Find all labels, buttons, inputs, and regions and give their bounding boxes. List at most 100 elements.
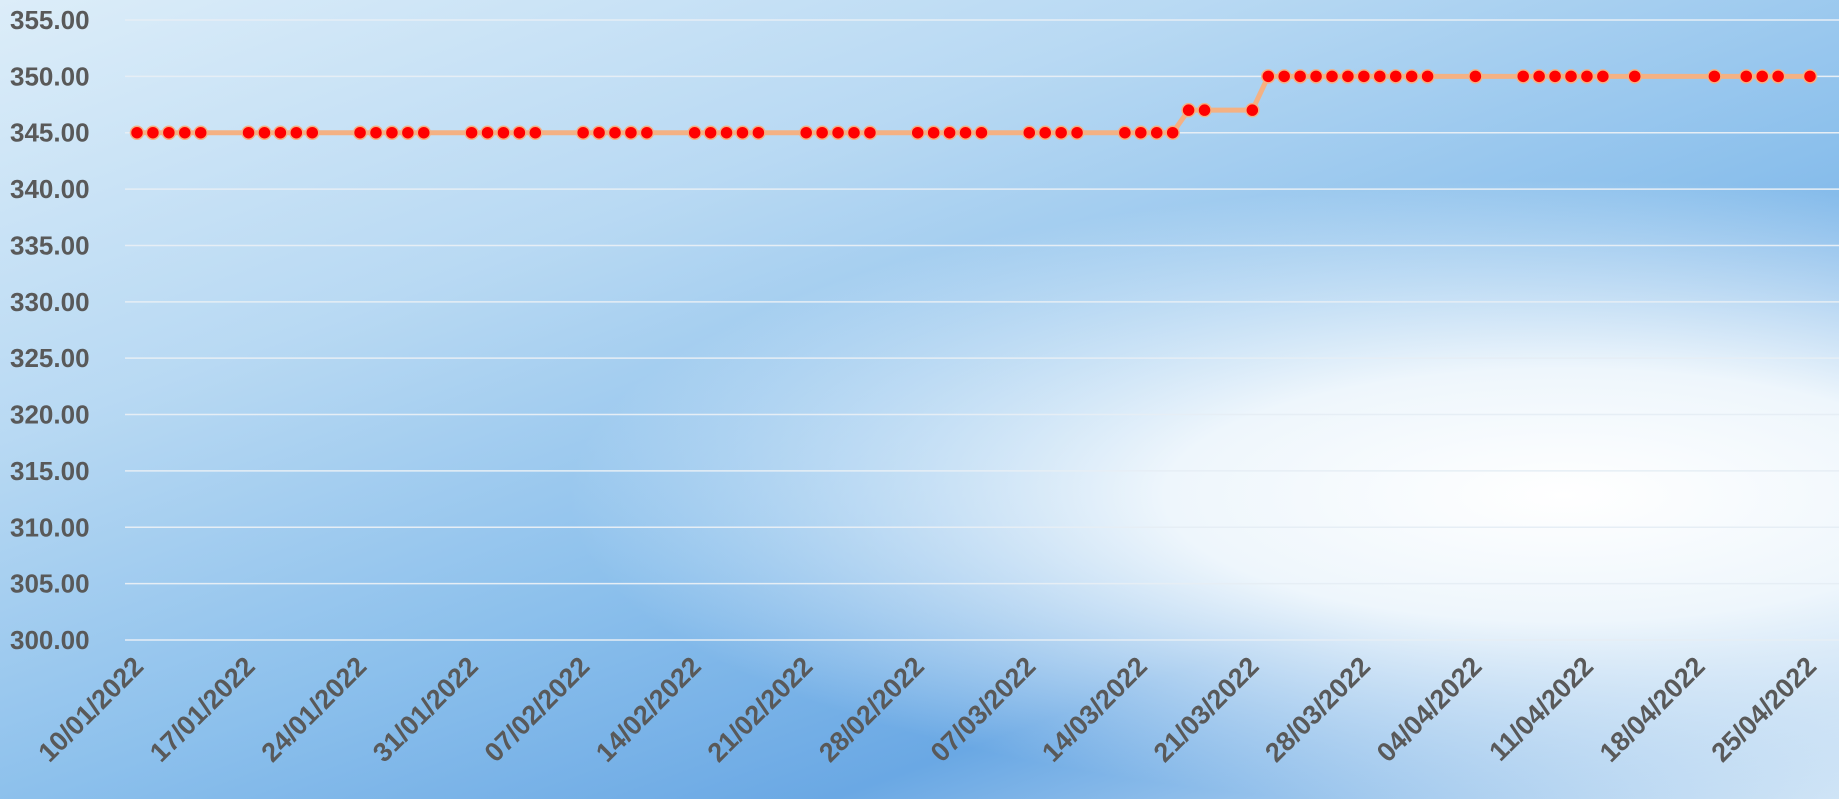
- y-tick-label: 330.00: [10, 287, 90, 317]
- marker: [1197, 102, 1212, 118]
- marker: [1388, 69, 1403, 84]
- marker: [1181, 102, 1196, 118]
- marker: [1404, 69, 1419, 84]
- y-tick-label: 345.00: [10, 118, 90, 148]
- marker: [1276, 69, 1292, 84]
- y-tick-label: 325.00: [10, 343, 90, 373]
- marker: [862, 125, 878, 140]
- x-tick-label: 11/04/2022: [1483, 651, 1599, 767]
- marker: [1372, 69, 1388, 84]
- marker: [623, 125, 639, 140]
- y-tick-label: 305.00: [10, 569, 90, 599]
- x-tick-label: 14/03/2022: [1036, 651, 1153, 768]
- marker: [193, 125, 208, 140]
- x-tick-label: 31/01/2022: [367, 651, 484, 768]
- marker: [687, 125, 702, 140]
- marker: [1069, 125, 1085, 140]
- marker: [1595, 69, 1611, 84]
- x-tick-label: 21/02/2022: [702, 651, 819, 768]
- x-tick-label: 18/04/2022: [1594, 651, 1711, 768]
- marker: [1053, 125, 1069, 140]
- marker: [1245, 102, 1260, 118]
- marker: [846, 125, 862, 140]
- marker: [352, 125, 368, 140]
- marker: [830, 125, 846, 140]
- marker: [719, 125, 734, 140]
- marker: [145, 125, 161, 140]
- marker: [639, 125, 655, 140]
- marker: [575, 125, 591, 140]
- marker: [1324, 69, 1340, 84]
- marker: [528, 125, 543, 140]
- marker: [241, 125, 256, 140]
- x-tick-label: 07/02/2022: [479, 651, 596, 768]
- marker: [1531, 69, 1547, 84]
- y-tick-label: 355.00: [10, 5, 90, 35]
- marker: [305, 125, 320, 140]
- marker: [1563, 69, 1579, 84]
- marker: [607, 125, 623, 140]
- marker: [1420, 69, 1435, 84]
- marker: [1468, 69, 1483, 84]
- marker: [1165, 125, 1180, 140]
- marker: [942, 125, 957, 140]
- marker: [177, 125, 193, 140]
- y-tick-label: 350.00: [10, 61, 90, 91]
- x-tick-label: 25/04/2022: [1705, 651, 1822, 768]
- marker: [798, 125, 814, 140]
- marker: [496, 125, 511, 140]
- y-tick-label: 315.00: [10, 456, 90, 486]
- marker: [1515, 69, 1531, 84]
- marker: [480, 125, 495, 140]
- marker: [1627, 69, 1642, 84]
- marker: [703, 125, 718, 140]
- marker: [1579, 69, 1595, 84]
- marker: [751, 125, 766, 140]
- marker: [464, 125, 479, 140]
- y-tick-label: 335.00: [10, 230, 90, 260]
- marker: [1739, 69, 1754, 84]
- marker: [1356, 69, 1372, 84]
- marker: [129, 125, 145, 140]
- marker: [974, 125, 989, 140]
- marker: [1770, 69, 1786, 84]
- marker: [289, 125, 304, 140]
- x-tick-label: 21/03/2022: [1148, 651, 1265, 768]
- marker: [512, 125, 527, 140]
- x-tick-label: 04/04/2022: [1371, 651, 1488, 768]
- y-tick-label: 340.00: [10, 174, 90, 204]
- marker: [958, 125, 973, 140]
- x-tick-label: 28/03/2022: [1259, 651, 1376, 768]
- marker: [735, 125, 750, 140]
- marker: [1149, 125, 1164, 140]
- x-tick-label: 14/02/2022: [590, 651, 707, 768]
- marker: [257, 125, 272, 140]
- marker: [1117, 125, 1133, 140]
- marker: [1754, 69, 1770, 84]
- marker: [1802, 69, 1818, 84]
- line: [137, 73, 1810, 136]
- y-tick-label: 310.00: [10, 512, 90, 542]
- x-tick-label: 17/01/2022: [144, 651, 261, 768]
- marker: [1340, 69, 1356, 84]
- marker: [1292, 69, 1308, 84]
- marker: [1707, 69, 1722, 84]
- marker: [1547, 69, 1563, 84]
- marker: [1133, 125, 1149, 140]
- marker: [368, 125, 384, 140]
- marker: [1022, 125, 1037, 140]
- x-tick-label: 07/03/2022: [925, 651, 1042, 768]
- y-tick-label: 320.00: [10, 400, 90, 430]
- x-tick-label: 28/02/2022: [813, 651, 930, 768]
- y-tick-label: 300.00: [10, 625, 90, 655]
- marker: [416, 125, 432, 140]
- marker: [926, 125, 941, 140]
- marker: [591, 125, 607, 140]
- marker: [910, 125, 925, 140]
- x-tick-label: 24/01/2022: [256, 651, 373, 768]
- marker: [161, 125, 177, 140]
- marker: [384, 125, 400, 140]
- x-tick-label: 10/01/2022: [32, 651, 149, 768]
- marker: [1308, 69, 1324, 84]
